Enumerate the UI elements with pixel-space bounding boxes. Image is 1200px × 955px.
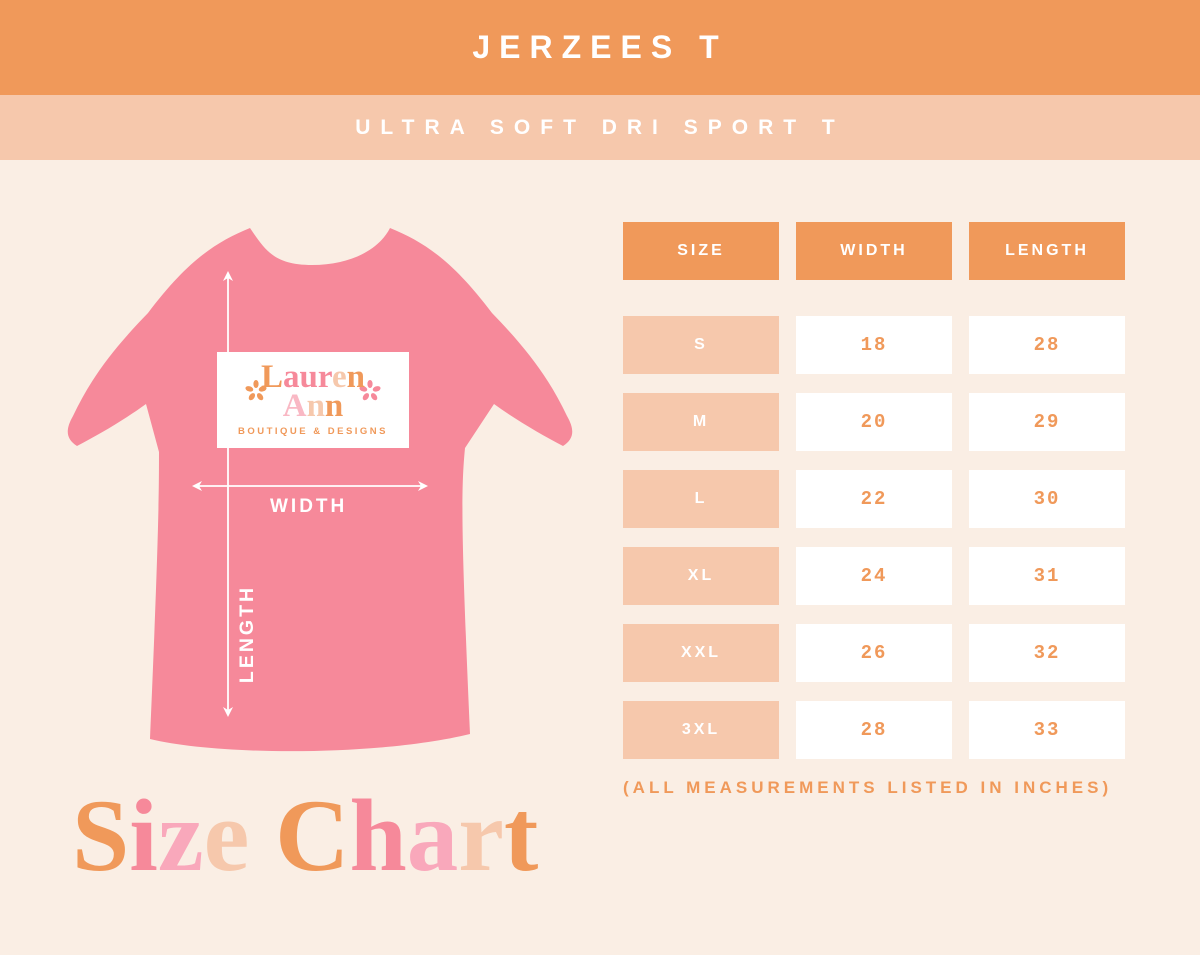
svg-text:WIDTH: WIDTH [270,496,347,517]
svg-text:LENGTH: LENGTH [236,585,258,683]
